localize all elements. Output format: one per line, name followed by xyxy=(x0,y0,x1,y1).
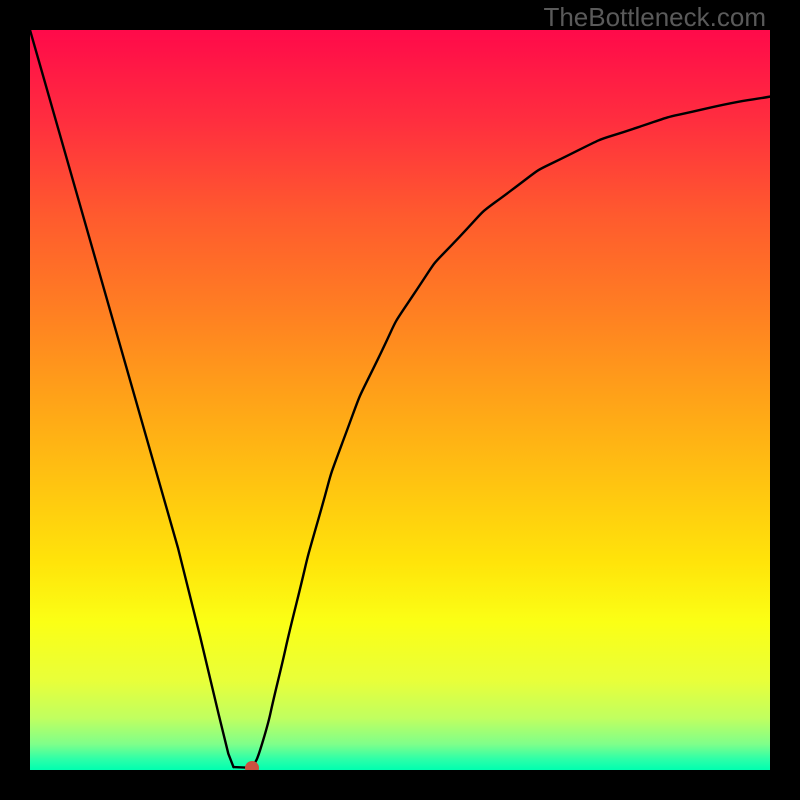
plot-area xyxy=(30,30,770,770)
curve-left-branch xyxy=(30,30,234,767)
curve-layer xyxy=(30,30,770,770)
chart-canvas: TheBottleneck.com xyxy=(0,0,800,800)
watermark-text: TheBottleneck.com xyxy=(543,2,766,33)
minimum-marker xyxy=(245,761,259,770)
curve-right-branch xyxy=(252,97,770,768)
